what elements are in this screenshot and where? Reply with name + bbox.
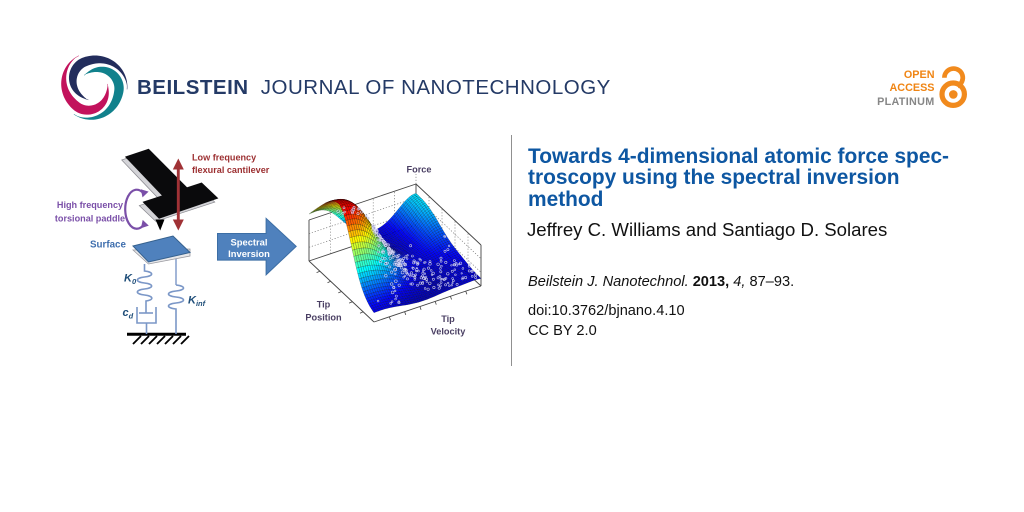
svg-text:Low frequency: Low frequency <box>192 153 257 163</box>
svg-text:Velocity: Velocity <box>431 327 467 337</box>
svg-text:Spectral: Spectral <box>231 237 268 248</box>
svg-text:Force: Force <box>406 165 431 175</box>
svg-text:K0: K0 <box>124 273 137 287</box>
svg-text:Tip: Tip <box>441 314 455 324</box>
svg-text:cd: cd <box>123 307 134 321</box>
svg-text:Surface: Surface <box>90 240 126 251</box>
svg-text:Kinf: Kinf <box>188 295 207 309</box>
svg-text:torsional paddle: torsional paddle <box>55 214 125 224</box>
svg-text:Position: Position <box>305 313 342 323</box>
svg-text:Tip: Tip <box>317 300 331 310</box>
svg-text:Inversion: Inversion <box>228 248 270 259</box>
svg-text:flexural cantilever: flexural cantilever <box>192 165 270 175</box>
svg-text:High frequency: High frequency <box>57 200 124 210</box>
